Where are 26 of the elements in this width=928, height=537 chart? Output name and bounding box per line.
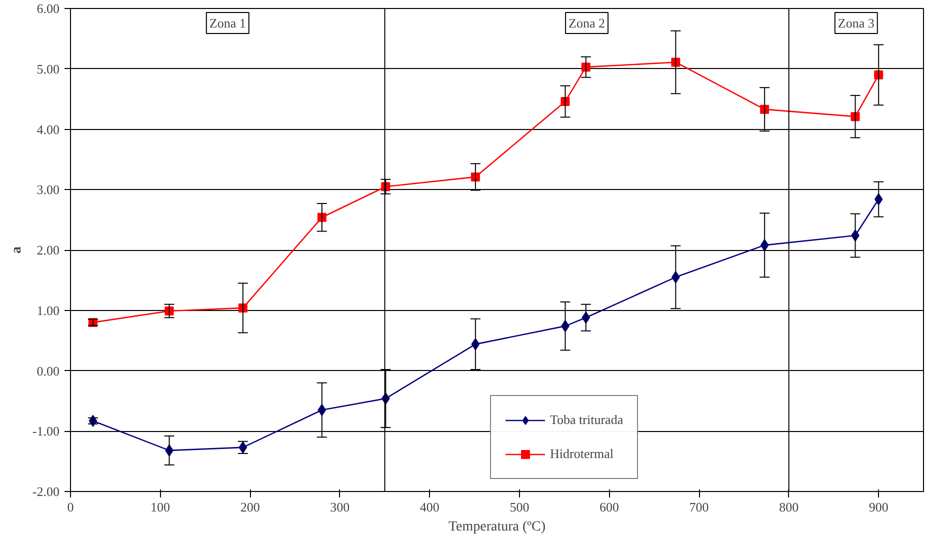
x-tick-label: 300: [330, 500, 350, 514]
legend-label: Toba triturada: [550, 412, 624, 428]
x-axis-title: Temperatura (ºC): [448, 520, 546, 534]
y-tick-label: 2.00: [36, 242, 60, 258]
x-tick-label: 600: [599, 500, 619, 514]
y-tick-label: -2.00: [32, 484, 60, 499]
y-tick-label: -1.00: [32, 424, 60, 439]
y-tick-label: 4.00: [36, 122, 60, 137]
x-tick-label: 800: [779, 500, 799, 514]
x-tick-label: 100: [150, 500, 170, 514]
x-tick-label: 400: [420, 500, 440, 514]
y-tick-label: 5.00: [36, 61, 60, 76]
x-tick-label: 200: [240, 500, 260, 514]
y-tick-label: 6.00: [36, 1, 60, 16]
y-tick-label: 3.00: [36, 182, 60, 198]
y-tick-label: 1.00: [36, 302, 60, 318]
y-tick-label: 0.00: [36, 363, 60, 378]
x-tick-label: 500: [510, 500, 530, 514]
x-tick-label: 700: [689, 500, 709, 514]
x-tick-label: 900: [868, 500, 888, 514]
annotation: Zona 2: [568, 16, 606, 30]
legend-label: Hidrotermal: [550, 446, 614, 462]
y-axis-title: a: [9, 246, 24, 254]
annotation: Zona 1: [209, 16, 246, 30]
x-tick-label: 0: [67, 500, 74, 514]
annotation: Zona 3: [838, 16, 874, 30]
